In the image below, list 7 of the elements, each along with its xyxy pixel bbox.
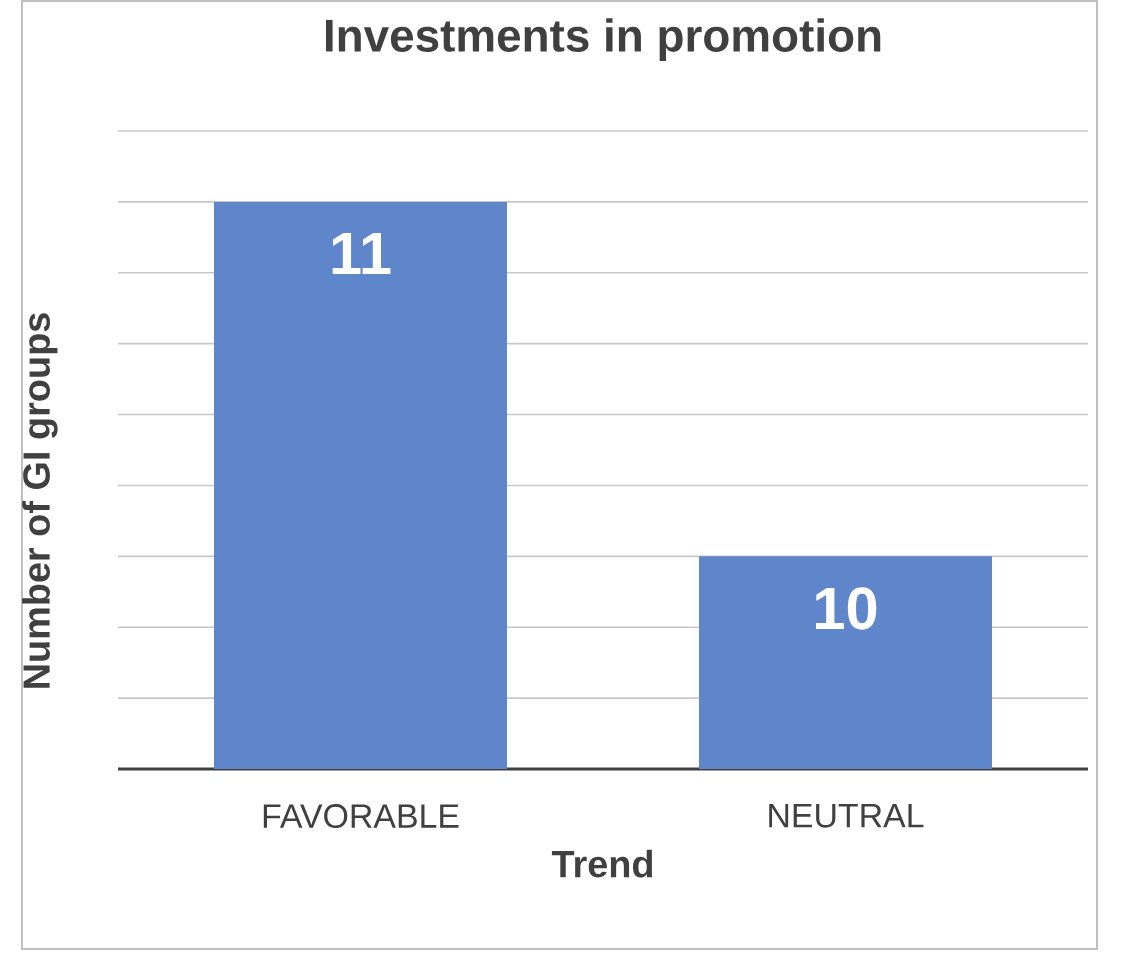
data-label: 11 [332, 232, 391, 275]
x-tick-label: NEUTRAL [769, 804, 924, 828]
data-label: 10 [816, 587, 877, 630]
x-tick-label: FAVORABLE [263, 804, 459, 829]
y-axis-title: Number of GI groups [22, 313, 58, 688]
x-axis-title: Trend [551, 849, 653, 878]
chart-title: Investments in promotion [325, 18, 881, 61]
